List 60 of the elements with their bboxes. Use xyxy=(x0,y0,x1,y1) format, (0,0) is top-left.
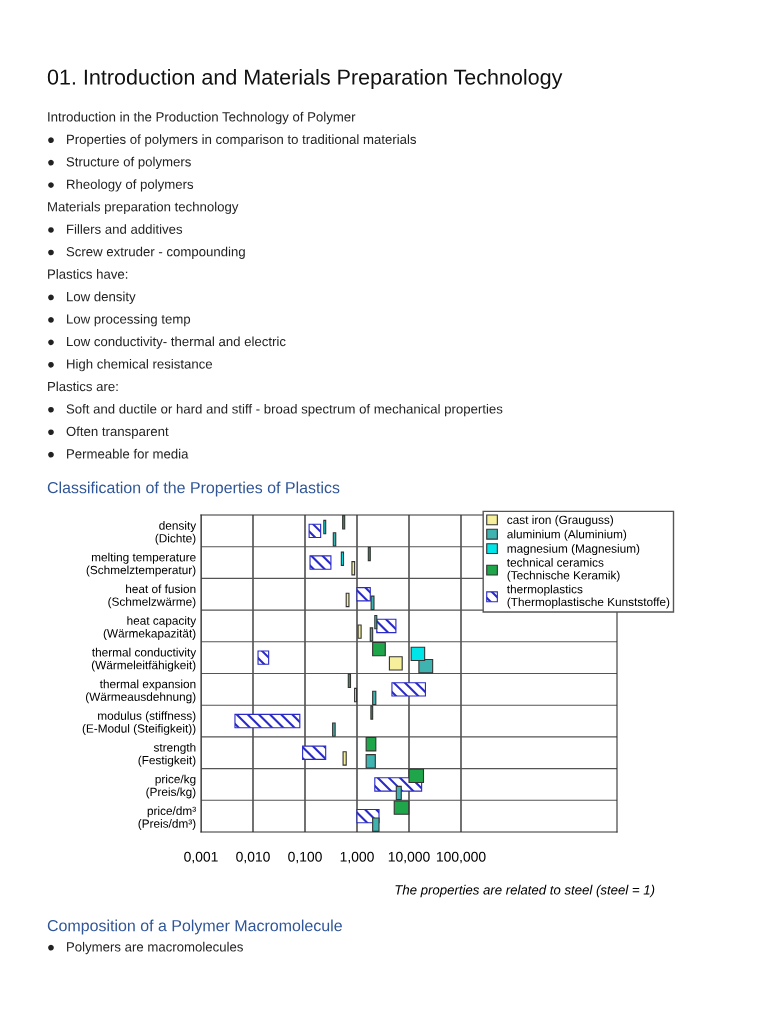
y-tick-label: heat of fusion (Schmelzwärme) xyxy=(108,584,196,609)
text: 01. Introduction and Materials Preparation Technology xyxy=(47,68,563,90)
bar xyxy=(370,595,375,611)
bar xyxy=(308,523,322,539)
bar xyxy=(342,751,347,766)
text: Introduction in the Production Technology of Polymer xyxy=(48,111,356,125)
y-tick-label: thermal expansion (Wärmeausdehnung) xyxy=(85,679,196,704)
y-tick-label: price/dm³ (Preis/dm³) xyxy=(138,806,196,831)
text: Plastics have: xyxy=(48,269,128,279)
text: Materials preparation technology xyxy=(48,201,239,215)
bar xyxy=(391,682,426,697)
chart-title: Classification of the Properties of Plastics xyxy=(47,481,340,497)
y-tick-label: modulus (stiffness) (E-Modul (Steifigkeit)) xyxy=(82,711,196,735)
x-tick-label: 10,000 xyxy=(388,851,430,864)
bar xyxy=(376,618,397,634)
y-tick-label: thermal conductivity (Wärmeleitfähigkeit) xyxy=(91,647,197,672)
bar xyxy=(340,551,345,566)
legend-label: technical ceramics (Technische Keramik) xyxy=(506,558,620,582)
y-tick-label: price/kg (Preis/kg) xyxy=(146,774,196,799)
legend-label: magnesium (Magnesium) xyxy=(507,544,640,556)
text: ● Permeable for media xyxy=(48,448,189,459)
text: ● Soft and ductile or hard and stiff - broad spectrum of mechanical properties xyxy=(48,403,503,417)
text: ● Rheology of polymers xyxy=(48,179,194,192)
bar xyxy=(309,555,332,570)
bar xyxy=(302,745,327,760)
bar xyxy=(257,650,270,665)
bar xyxy=(234,713,301,729)
text: ● Often transparent xyxy=(48,426,169,439)
text: Composition of a Polymer Macromolecule xyxy=(47,919,342,935)
text: ● Polymers are macromolecules xyxy=(48,941,243,955)
text: ● Screw extruder - compounding xyxy=(48,246,245,259)
x-tick-label: 0,001 xyxy=(184,851,218,864)
text: Plastics are: xyxy=(48,381,118,392)
text: ● Low density xyxy=(48,291,136,304)
y-tick-label: density (Dichte) xyxy=(155,521,197,545)
y-tick-label: strength (Festigkeit) xyxy=(138,742,196,767)
legend-label: cast iron (Grauguss) xyxy=(507,515,614,527)
text: The properties are related to steel (steel = 1) xyxy=(395,884,655,898)
x-tick-label: 1,000 xyxy=(340,851,374,864)
bar xyxy=(356,587,371,602)
bar xyxy=(332,722,336,737)
bar xyxy=(365,736,377,752)
x-tick-label: 0,100 xyxy=(288,851,322,864)
y-tick-label: melting temperature (Schmelztemperatur) xyxy=(86,552,196,577)
text: ● Structure of polymers xyxy=(48,156,191,170)
text: ● Fillers and additives xyxy=(48,224,183,234)
text: ● High chemical resistance xyxy=(48,358,213,372)
bar xyxy=(365,754,376,769)
y-tick-label: heat capacity (Wärmekapazität) xyxy=(103,616,197,640)
legend-label: thermoplastics (Thermoplastische Kunststoffe) xyxy=(506,584,670,609)
x-tick-label: 0,010 xyxy=(236,851,270,864)
text: ● Properties of polymers in comparison to traditional materials xyxy=(48,134,417,147)
x-tick-label: 100,000 xyxy=(436,851,486,864)
text: ● Low processing temp xyxy=(48,314,191,327)
bar xyxy=(347,673,352,689)
bar xyxy=(345,592,350,608)
bar xyxy=(332,532,337,547)
legend-label: aluminium (Aluminium) xyxy=(507,529,627,541)
bar xyxy=(388,656,403,671)
text: ● Low conductivity- thermal and electric xyxy=(48,336,286,349)
